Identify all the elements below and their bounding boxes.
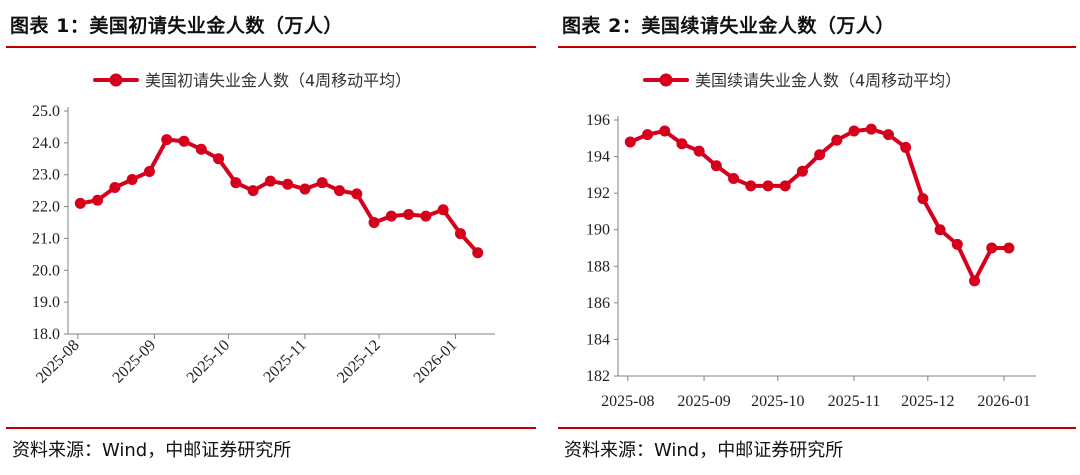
data-point [126,173,138,185]
data-point [92,194,104,206]
data-point [282,178,294,190]
data-point [969,275,981,287]
source-note: 资料来源：Wind，中邮证券研究所 [12,440,292,461]
data-point [316,177,328,189]
y-tick-label: 19.0 [32,294,60,311]
x-tick-label: 2025-10 [184,337,234,387]
data-point [676,138,688,150]
data-point [796,165,808,177]
y-tick-label: 184 [586,331,610,348]
data-point [454,228,466,240]
chart-panel-initial-claims: 图表 1：美国初请失业金人数（万人） 18.0 19.0 20.0 21.0 22.0 2… [6,0,536,461]
data-point [934,224,946,236]
y-tick-label: 186 [586,295,610,312]
x-tick-label: 2025-08 [33,337,83,387]
chart-header-title: 图表 2：美国续请失业金人数（万人） [562,15,895,37]
x-tick-label: 2025-12 [334,337,384,387]
x-tick-label: 2025-11 [828,393,881,410]
data-point [74,197,86,209]
x-tick-label: 2026-01 [411,337,461,387]
data-point [900,141,912,153]
continuing-claims-chart: 182 184 186 188 190 192 194 196 2025-08 2025-09 20… [586,71,1036,410]
data-point [986,242,998,254]
data-point [161,134,173,146]
data-point [848,125,860,137]
y-tick-label: 22.0 [32,199,60,216]
data-point [437,204,449,216]
source-note: 资料来源：Wind，中邮证券研究所 [564,440,844,461]
footer-rule [6,427,536,429]
y-tick-label: 24.0 [32,135,60,152]
y-tick-label: 25.0 [32,103,60,120]
data-point [264,175,276,187]
y-tick-label: 23.0 [32,167,60,184]
x-tick-label: 2026-01 [977,393,1030,410]
y-tick-label: 182 [586,368,610,385]
y-tick-label: 194 [586,149,610,166]
data-point [779,180,791,192]
data-point [334,185,346,197]
x-tick-label: 2025-09 [677,393,730,410]
data-point [865,123,877,135]
data-point [624,136,636,148]
y-tick-label: 196 [586,112,610,129]
data-point [195,143,207,155]
y-tick-label: 18.0 [32,326,60,343]
legend-label: 美国续请失业金人数（4周移动平均） [695,71,961,90]
data-point [403,209,415,221]
data-point [762,180,774,192]
y-tick-label: 20.0 [32,262,60,279]
y-tick-label: 188 [586,258,610,275]
data-point [917,193,929,205]
data-point [299,183,311,195]
data-point [1003,242,1015,254]
data-point [230,177,242,189]
chart-header: 图表 2：美国续请失业金人数（万人） [558,0,1076,48]
data-point [951,238,963,250]
legend-label: 美国初请失业金人数（4周移动平均） [145,71,411,90]
data-point [882,129,894,141]
data-point [728,173,740,185]
x-tick-label: 2025-10 [751,393,804,410]
data-point [642,129,654,141]
data-point [693,145,705,157]
x-tick-label: 2025-12 [901,393,954,410]
footer-rule [558,427,1076,429]
data-point [472,247,484,259]
y-tick-label: 21.0 [32,230,60,247]
data-point [109,181,121,193]
series-line [78,137,480,255]
x-tick-label: 2025-08 [601,393,654,410]
data-point [659,125,671,137]
data-point [385,210,397,222]
data-point [143,166,155,178]
chart-header-title: 图表 1：美国初请失业金人数（万人） [10,15,343,37]
data-point [745,180,757,192]
legend-marker [109,73,123,87]
chart-panel-continuing-claims: 图表 2：美国续请失业金人数（万人） 182 184 186 188 190 192 194… [552,0,1080,475]
data-point [814,149,826,161]
data-point [351,188,363,200]
y-tick-label: 190 [586,222,610,239]
data-point [710,160,722,172]
data-point [368,217,380,228]
x-tick-label: 2025-09 [109,337,159,387]
legend-marker [659,73,673,87]
x-tick-label: 2025-11 [260,337,309,386]
data-point [178,135,190,147]
initial-claims-chart: 18.0 19.0 20.0 21.0 22.0 23.0 24.0 25.0 2025-08 2… [32,71,495,387]
y-tick-label: 192 [586,185,610,202]
data-point [247,185,259,197]
chart-header: 图表 1：美国初请失业金人数（万人） [6,0,536,48]
data-point [831,134,843,146]
data-point [213,153,225,165]
data-point [420,210,432,222]
